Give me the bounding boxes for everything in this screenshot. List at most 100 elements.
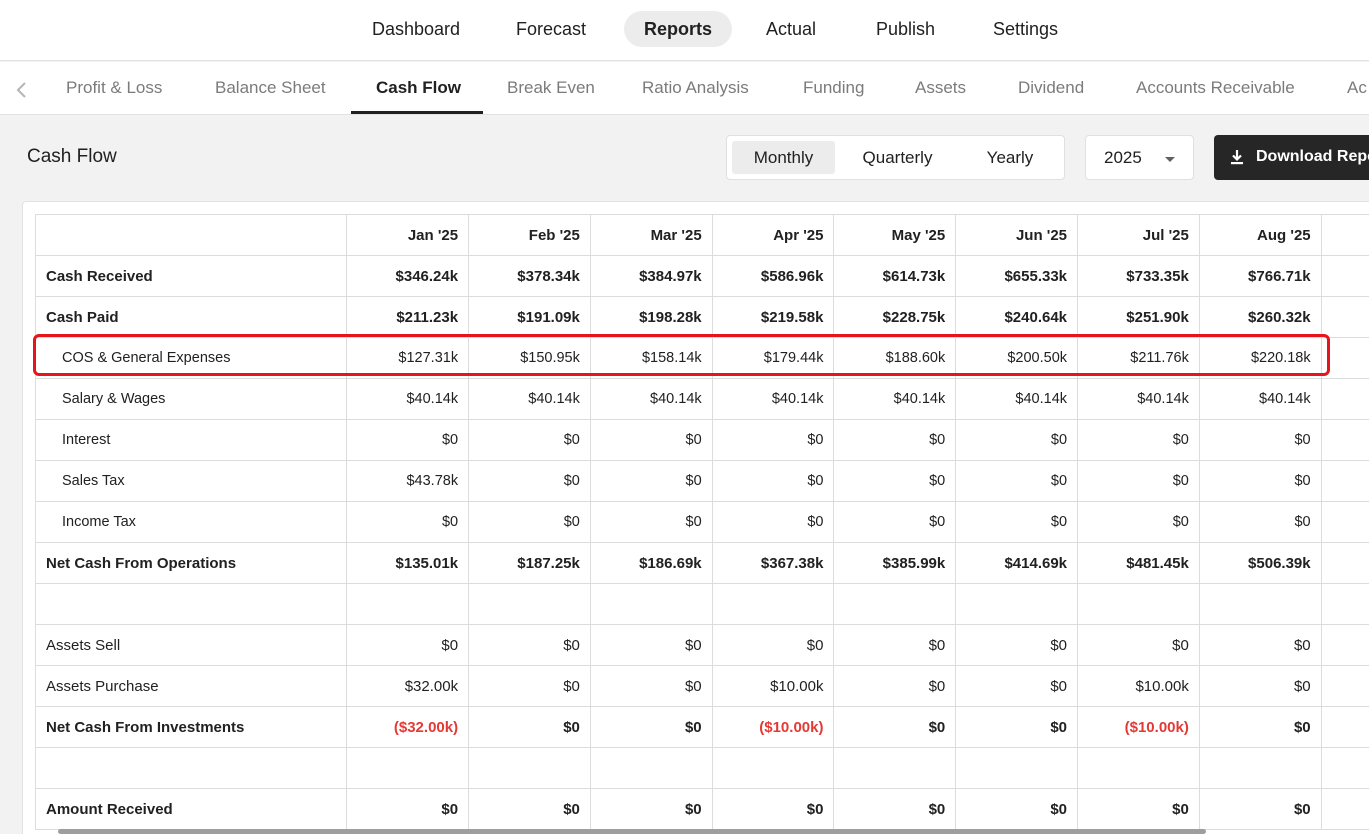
row-label: Amount Received [34, 788, 348, 830]
table-row: Interest $0 $0 $0 $0 $0 $0 $0 $0 [34, 419, 1369, 461]
report-tabs: Profit & Loss Balance Sheet Cash Flow Br… [0, 62, 1369, 115]
table-cell-overflow [1320, 665, 1369, 707]
table-cell-overflow [1320, 706, 1369, 748]
table-cell: $150.95k [468, 337, 591, 379]
tab-cash-flow[interactable]: Cash Flow [376, 78, 462, 97]
row-label: Assets Sell [34, 624, 348, 666]
tab-accounts-more[interactable]: Ac [1347, 78, 1367, 97]
column-header: Aug '25 [1198, 214, 1322, 256]
nav-actual[interactable]: Actual [766, 19, 817, 39]
nav-dashboard[interactable]: Dashboard [372, 19, 461, 39]
table-cell: $200.50k [955, 337, 1079, 379]
table-cell: $0 [1077, 460, 1200, 502]
table-cell: $10.00k [711, 665, 835, 707]
column-header: Feb '25 [468, 214, 591, 256]
year-select[interactable]: 2025 [1085, 135, 1194, 180]
table-cell: $0 [1198, 460, 1322, 502]
table-cell: $0 [711, 788, 835, 830]
table-cell-overflow [1320, 337, 1369, 379]
nav-reports[interactable]: Reports [624, 11, 733, 47]
tab-accounts-receivable[interactable]: Accounts Receivable [1136, 78, 1295, 97]
column-header: Apr '25 [711, 214, 835, 256]
table-cell-overflow [1320, 583, 1369, 625]
cash-flow-card: Jan '25 Feb '25 Mar '25 Apr '25 May '25 … [22, 201, 1369, 834]
table-cell [468, 747, 591, 789]
table-cell: $240.64k [955, 296, 1079, 338]
period-yearly[interactable]: Yearly [986, 148, 1034, 167]
row-label: Net Cash From Investments [34, 706, 348, 748]
table-cell: $0 [711, 419, 835, 461]
period-monthly[interactable]: Monthly [732, 141, 835, 174]
row-label: COS & General Expenses [34, 337, 348, 379]
table-row: Sales Tax $43.78k $0 $0 $0 $0 $0 $0 $0 [34, 460, 1369, 502]
table-cell: $506.39k [1198, 542, 1322, 584]
period-quarterly[interactable]: Quarterly [862, 148, 933, 167]
table-cell: $32.00k [346, 665, 470, 707]
tab-break-even[interactable]: Break Even [507, 78, 595, 97]
table-cell: $40.14k [346, 378, 470, 420]
table-cell: $43.78k [346, 460, 470, 502]
table-cell: $0 [955, 419, 1079, 461]
column-header: Jan '25 [346, 214, 470, 256]
nav-settings[interactable]: Settings [993, 19, 1059, 39]
table-cell: $0 [468, 501, 591, 543]
table-cell: $0 [589, 788, 713, 830]
table-cell: $10.00k [1077, 665, 1200, 707]
tab-ratio-analysis[interactable]: Ratio Analysis [642, 78, 749, 97]
table-cell: $0 [346, 624, 470, 666]
table-cell: $586.96k [711, 255, 835, 297]
table-cell: $0 [1198, 624, 1322, 666]
tab-funding[interactable]: Funding [803, 78, 865, 97]
table-cell: $0 [711, 460, 835, 502]
table-cell [833, 747, 957, 789]
table-cell-overflow [1320, 747, 1369, 789]
row-label: Net Cash From Operations [34, 542, 348, 584]
period-toggle: Monthly Quarterly Yearly [726, 135, 1065, 180]
horizontal-scrollbar[interactable] [58, 829, 1206, 834]
tab-assets[interactable]: Assets [915, 78, 967, 97]
table-cell [833, 583, 957, 625]
table-row [34, 747, 1369, 789]
table-cell: $0 [955, 788, 1079, 830]
table-cell: $211.23k [346, 296, 470, 338]
nav-forecast[interactable]: Forecast [516, 19, 587, 39]
table-cell: $0 [589, 624, 713, 666]
table-cell: $0 [955, 706, 1079, 748]
table-cell: $0 [468, 624, 591, 666]
table-cell: $0 [589, 665, 713, 707]
tab-dividend[interactable]: Dividend [1018, 78, 1085, 97]
table-cell-overflow [1320, 460, 1369, 502]
table-cell-overflow [1320, 419, 1369, 461]
chevron-left-icon[interactable] [12, 78, 32, 102]
tab-balance-sheet[interactable]: Balance Sheet [215, 78, 326, 97]
row-label: Sales Tax [34, 460, 348, 502]
table-cell [711, 583, 835, 625]
table-cell: $135.01k [346, 542, 470, 584]
table-cell: $414.69k [955, 542, 1079, 584]
cash-flow-table: Jan '25 Feb '25 Mar '25 Apr '25 May '25 … [34, 214, 1369, 830]
nav-publish[interactable]: Publish [876, 19, 936, 39]
table-cell: $0 [955, 665, 1079, 707]
table-row: Income Tax $0 $0 $0 $0 $0 $0 $0 $0 [34, 501, 1369, 543]
table-cell: $384.97k [589, 255, 713, 297]
table-cell: $179.44k [711, 337, 835, 379]
table-header-row: Jan '25 Feb '25 Mar '25 Apr '25 May '25 … [34, 214, 1369, 256]
table-cell [1077, 747, 1200, 789]
table-cell: $198.28k [589, 296, 713, 338]
table-row: Amount Received $0 $0 $0 $0 $0 $0 $0 $0 [34, 788, 1369, 830]
row-label [34, 747, 348, 789]
table-cell: ($10.00k) [1077, 706, 1200, 748]
download-report-button[interactable]: Download Report [1214, 135, 1369, 180]
table-cell: $0 [833, 788, 957, 830]
table-cell [711, 747, 835, 789]
table-row: Assets Sell $0 $0 $0 $0 $0 $0 $0 $0 [34, 624, 1369, 666]
table-cell: $655.33k [955, 255, 1079, 297]
table-cell: $0 [955, 624, 1079, 666]
table-row-highlighted: COS & General Expenses $127.31k $150.95k $1… [34, 337, 1369, 379]
top-navigation: Dashboard Forecast Reports Actual Publis… [0, 0, 1369, 61]
row-label: Cash Paid [34, 296, 348, 338]
table-row: Net Cash From Investments ($32.00k) $0 $0 ($… [34, 706, 1369, 748]
column-header: Jun '25 [955, 214, 1079, 256]
tab-profit-loss[interactable]: Profit & Loss [66, 78, 163, 97]
table-cell: ($32.00k) [346, 706, 470, 748]
